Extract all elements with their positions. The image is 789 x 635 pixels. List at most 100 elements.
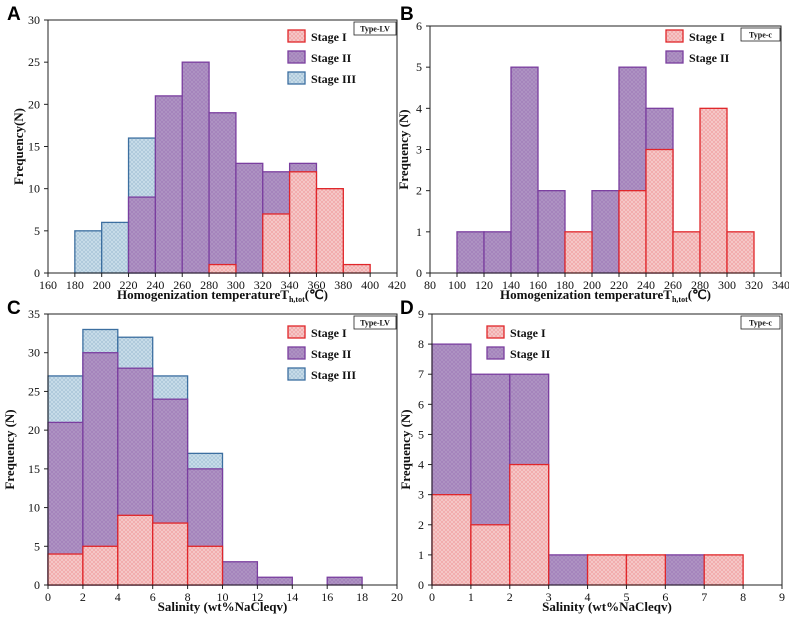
x-tick-label: 18 (356, 590, 368, 604)
y-tick-label: 5 (34, 539, 40, 553)
x-tick-label: 20 (391, 590, 403, 604)
legend-swatch (486, 346, 505, 360)
x-tick-label: 320 (254, 278, 272, 292)
type-badge-box (740, 315, 781, 330)
x-tick-label: 200 (583, 278, 601, 292)
x-tick-label: 9 (779, 590, 785, 604)
x-axis-label: Salinity (wt%NaCleqv) (542, 599, 672, 614)
panel-letter: C (7, 298, 21, 319)
x-tick-label: 0 (429, 590, 435, 604)
x-tick-label: 380 (334, 278, 352, 292)
x-tick-label: 220 (610, 278, 628, 292)
x-tick-label: 3 (546, 590, 552, 604)
legend-label: Stage II (311, 51, 352, 65)
histogram-bar-stage-i (262, 213, 291, 274)
histogram-bar-stage-i (152, 522, 189, 586)
x-tick-label: 260 (173, 278, 191, 292)
x-tick-label: 340 (281, 278, 299, 292)
x-tick-label: 180 (66, 278, 84, 292)
y-tick-label: 0 (34, 578, 40, 592)
legend-swatch (287, 367, 306, 381)
x-tick-label: 280 (691, 278, 709, 292)
x-tick-label: 100 (448, 278, 466, 292)
legend-swatch (665, 29, 684, 43)
panel-letter: D (400, 298, 414, 319)
histogram-bar-stage-ii (235, 162, 264, 274)
type-badge-box (353, 21, 397, 36)
panel-d: D 0 1 2 3 4 5 6 7 8 9 0 1 2 3 4 5 6 7 8 9 Salinity (wt%NaCleq… (398, 298, 785, 614)
histogram-bar-stage-i (82, 545, 119, 586)
y-axis-label: Frequency (N) (396, 109, 411, 189)
histogram-bar-stage-ii (664, 554, 705, 586)
y-tick-label: 25 (28, 55, 40, 69)
legend-swatch (287, 29, 306, 43)
histogram-bar-stage-ii (483, 231, 512, 274)
histogram-bar-stage-i (315, 188, 344, 274)
panel-c: C 0 2 4 6 8 10 12 14 16 18 20 0 5 10 15 20 25 30 35 Salinity… (2, 298, 403, 614)
x-tick-label: 240 (637, 278, 655, 292)
histogram-bar-stage-ii (591, 190, 620, 274)
histogram-bar-stage-ii (548, 554, 589, 586)
x-tick-label: 160 (39, 278, 57, 292)
x-tick-label: 260 (664, 278, 682, 292)
panel-b: B80 100 120 140 160 180 200 220 240 260 280 300 320 3… (396, 4, 789, 304)
histogram-bar-stage-i (699, 107, 728, 274)
legend-label: Stage II (689, 51, 730, 65)
y-tick-label: 6 (418, 397, 424, 411)
histogram-bar-stage-i (703, 554, 744, 586)
histogram-bar-stage-i (342, 263, 371, 274)
x-tick-label: 340 (772, 278, 789, 292)
x-tick-label: 16 (321, 590, 333, 604)
histogram-bar-stage-ii (456, 231, 485, 274)
x-tick-label: 7 (701, 590, 707, 604)
panel-letter: A (7, 4, 21, 25)
x-tick-label: 8 (185, 590, 191, 604)
histogram-bar-stage-i (645, 148, 674, 274)
histogram-bar-stage-ii (181, 61, 210, 274)
histogram-bar-stage-i (509, 463, 550, 586)
y-tick-label: 30 (28, 13, 40, 27)
histogram-bar-stage-ii (127, 196, 157, 274)
y-tick-label: 8 (418, 337, 424, 351)
x-tick-label: 300 (227, 278, 245, 292)
histogram-bar-stage-i (47, 553, 84, 586)
y-tick-label: 10 (28, 501, 40, 515)
legend-swatch (287, 325, 306, 339)
y-tick-label: 5 (418, 427, 424, 441)
histogram-bar-stage-i (117, 514, 154, 586)
histogram-bar-stage-i (564, 231, 593, 274)
x-tick-label: 2 (80, 590, 86, 604)
x-tick-label: 4 (585, 590, 591, 604)
plot-frame (431, 313, 783, 586)
legend-swatch (287, 71, 306, 85)
y-tick-label: 20 (28, 423, 40, 437)
type-badge-box (740, 27, 781, 42)
y-tick-label: 15 (28, 462, 40, 476)
histogram-bar-stage-i (470, 524, 511, 586)
x-tick-label: 4 (115, 590, 121, 604)
x-tick-label: 10 (217, 590, 229, 604)
histogram-bar-stage-iii (74, 230, 103, 274)
type-badge-label: Type-LV (360, 319, 390, 328)
legend-swatch (287, 346, 306, 360)
histogram-bar-stage-ii (537, 190, 566, 274)
legend-label: Stage II (510, 347, 551, 361)
legend-label: Stage I (311, 326, 347, 340)
y-tick-label: 1 (416, 225, 422, 239)
legend-swatch (287, 50, 306, 64)
x-axis-label: Homogenization temperatureTh,tot(℃) (117, 287, 328, 304)
y-tick-label: 3 (416, 143, 422, 157)
x-tick-label: 5 (623, 590, 629, 604)
y-tick-label: 4 (418, 458, 424, 472)
x-tick-label: 1 (468, 590, 474, 604)
y-axis-label: Frequency (N) (2, 409, 17, 489)
x-tick-label: 280 (200, 278, 218, 292)
histogram-bar-stage-i (618, 190, 647, 274)
histogram-bar-stage-i (208, 263, 237, 274)
legend-swatch (486, 325, 505, 339)
y-axis-label: Frequency(N) (11, 108, 26, 185)
y-tick-label: 0 (34, 266, 40, 280)
y-tick-label: 10 (28, 182, 40, 196)
